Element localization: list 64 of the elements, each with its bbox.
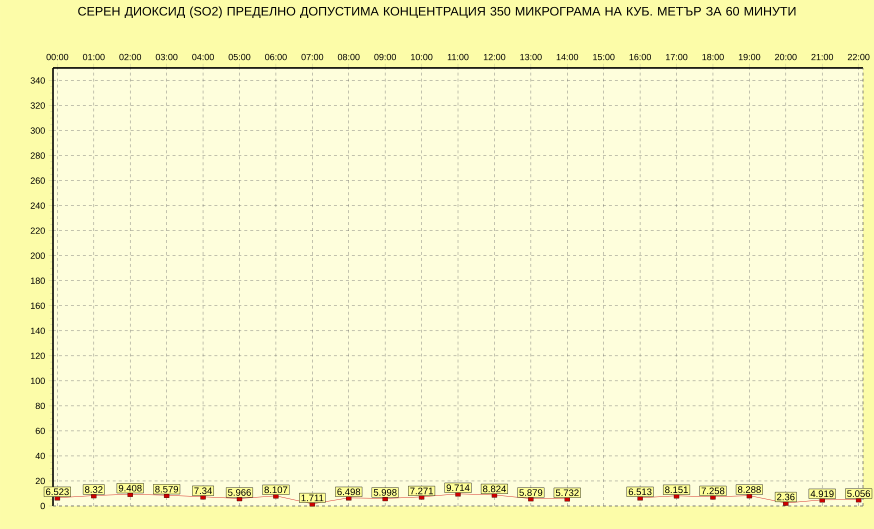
data-label: 6.523: [46, 488, 69, 496]
data-label: 8.288: [738, 486, 761, 493]
y-tick-label: 220: [30, 227, 45, 234]
y-tick-label: 140: [30, 328, 45, 334]
data-label: 9.714: [446, 484, 470, 492]
data-label: 8.32: [84, 486, 103, 493]
y-tick-label: 0: [40, 502, 45, 510]
data-label: 7.34: [194, 487, 212, 494]
x-tick-label: 06:00: [265, 54, 287, 60]
x-tick-label: 20:00: [775, 54, 797, 60]
data-label: 7.271: [410, 488, 433, 494]
data-label: 1.711: [302, 494, 324, 502]
y-tick-label: 260: [30, 177, 45, 184]
data-label: 6.498: [337, 488, 360, 496]
x-tick-label: 22:00: [848, 54, 870, 60]
y-tick-label: 60: [36, 428, 45, 434]
x-tick-label: 04:00: [192, 54, 214, 60]
data-label: 7.258: [702, 488, 724, 494]
x-tick-label: 08:00: [338, 54, 360, 60]
y-tick-label: 320: [30, 102, 45, 109]
x-tick-label: 03:00: [156, 54, 178, 60]
data-label: 5.879: [519, 489, 542, 496]
data-label: 8.824: [482, 486, 506, 492]
y-tick-label: 100: [30, 378, 45, 384]
y-tick-label: 40: [35, 452, 45, 460]
x-tick-label: 02:00: [119, 54, 142, 60]
x-tick-label: 00:00: [46, 54, 68, 60]
y-tick-label: 240: [30, 202, 45, 209]
data-label: 6.513: [628, 488, 652, 496]
data-label: 9.408: [118, 484, 142, 492]
x-tick-label: 15:00: [593, 54, 615, 60]
x-tick-label: 09:00: [374, 54, 396, 60]
x-tick-label: 14:00: [556, 54, 578, 60]
y-tick-label: 300: [30, 127, 45, 134]
y-tick-label: 20: [36, 478, 45, 484]
x-tick-label: 05:00: [228, 54, 250, 60]
y-tick-label: 160: [30, 302, 45, 309]
data-label: 8.579: [155, 486, 178, 493]
x-tick-label: 12:00: [484, 54, 506, 60]
chart-title: СЕРЕН ДИОКСИД (SO2) ПРЕДЕЛНО ДОПУСТИМА КОНЦЕНТРАЦИЯ 350 МИКРОГРАМА НА КУБ. МЕТЪР ЗА 60 МИНУТИ: [78, 6, 796, 18]
x-tick-label: 07:00: [301, 54, 324, 60]
x-tick-label: 18:00: [702, 54, 724, 60]
x-tick-label: 11:00: [448, 54, 469, 60]
x-tick-label: 01:00: [82, 54, 105, 60]
data-label: 8.107: [264, 486, 288, 494]
y-tick-label: 180: [30, 278, 45, 284]
y-tick-label: 120: [30, 352, 45, 359]
data-label: 4.919: [810, 490, 834, 498]
data-label: 5.056: [847, 490, 870, 497]
x-tick-label: 17:00: [666, 54, 688, 60]
y-tick-label: 200: [30, 252, 45, 259]
y-tick-label: 340: [30, 77, 45, 84]
y-tick-label: 80: [36, 402, 45, 410]
x-tick-label: 21:00: [811, 54, 834, 60]
data-label: 5.966: [228, 489, 251, 496]
x-tick-label: 16:00: [630, 54, 651, 60]
data-label: 8.151: [665, 486, 688, 494]
x-tick-label: 13:00: [520, 54, 542, 60]
y-tick-label: 280: [30, 152, 45, 159]
x-tick-label: 10:00: [411, 54, 432, 60]
data-label: 5.732: [556, 489, 579, 496]
data-label: 5.998: [374, 489, 397, 496]
x-tick-label: 19:00: [738, 54, 760, 60]
data-label: 2.36: [777, 494, 795, 500]
